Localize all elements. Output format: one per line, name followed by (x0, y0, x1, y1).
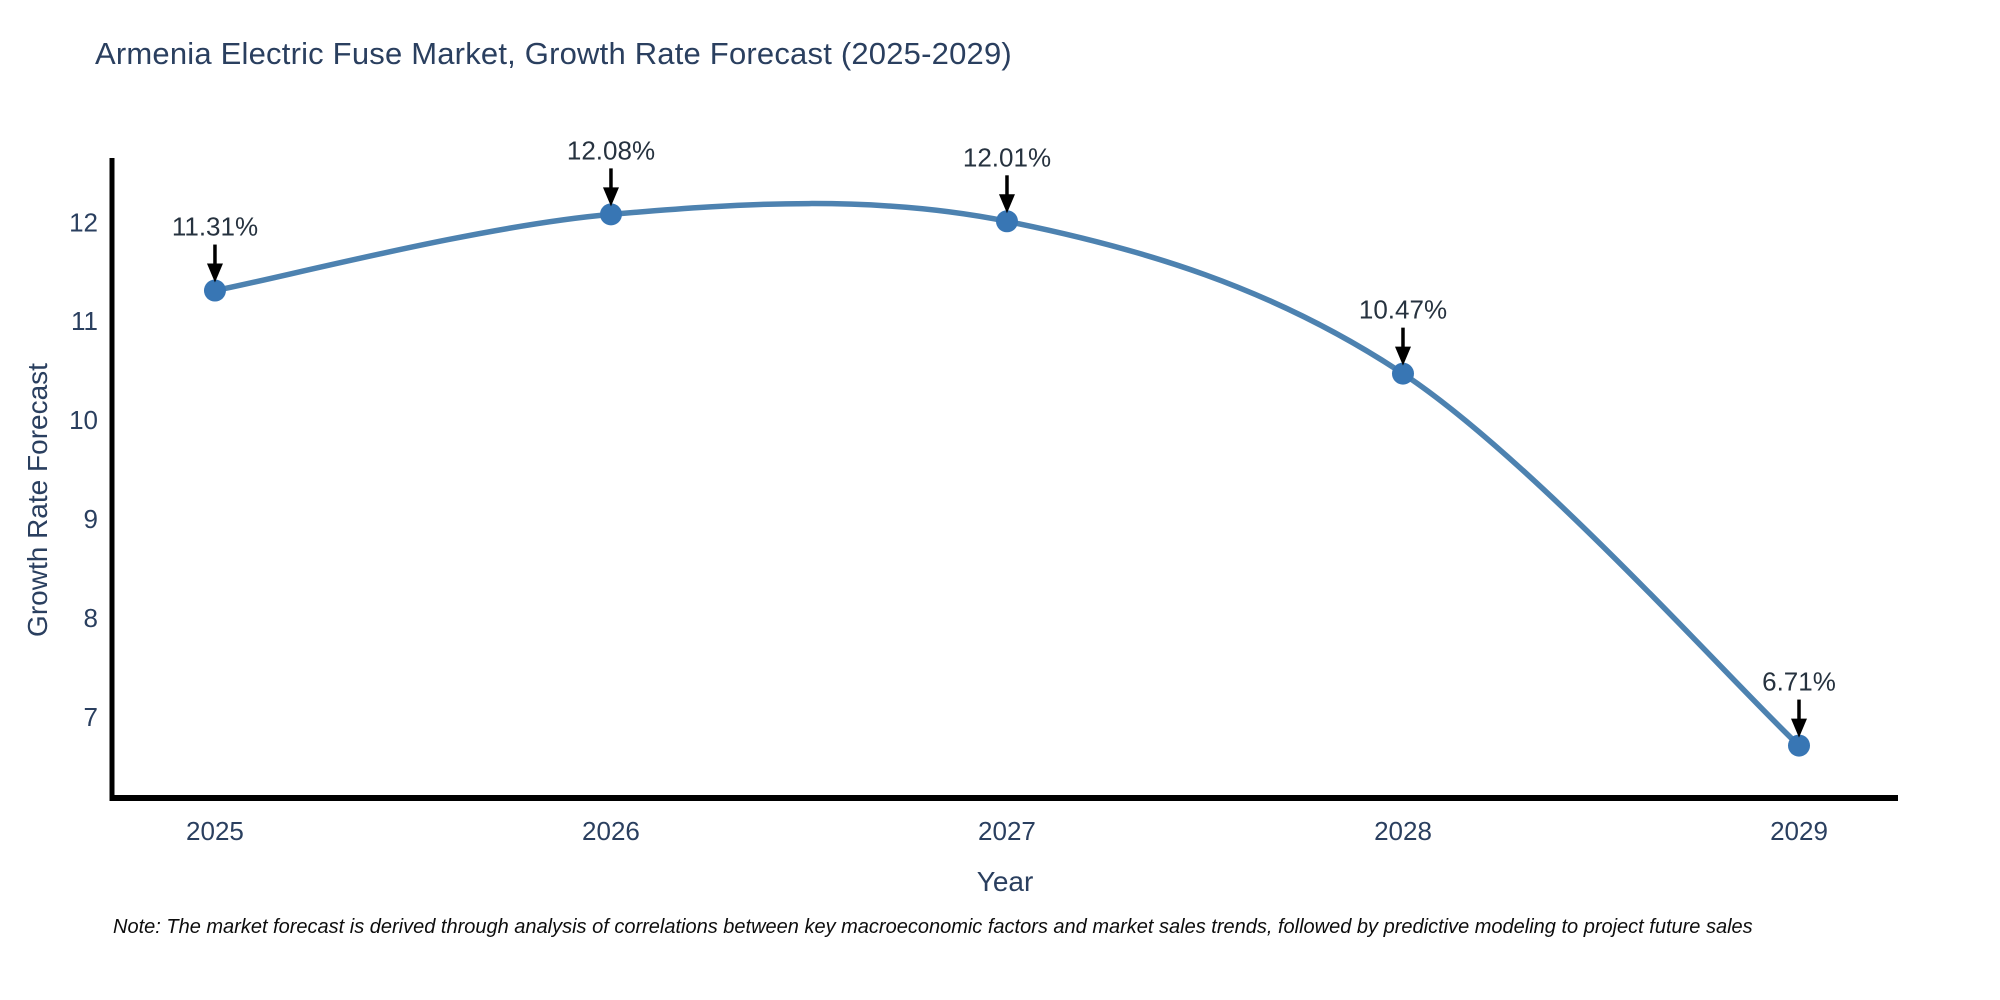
y-tick-label: 11 (71, 306, 98, 336)
annotation-arrowhead (602, 187, 619, 207)
x-tick-label: 2026 (582, 816, 640, 846)
series-line (214, 200, 1801, 748)
y-tick-label: 9 (84, 504, 98, 534)
y-tick-label: 7 (84, 702, 98, 732)
x-tick-label: 2028 (1374, 816, 1432, 846)
chart-note: Note: The market forecast is derived thr… (113, 916, 1753, 938)
x-tick-label: 2027 (978, 816, 1036, 846)
data-point-marker (995, 210, 1018, 233)
data-point-marker (203, 279, 226, 302)
annotation-label: 12.08% (567, 135, 655, 165)
data-point-marker (1787, 734, 1810, 757)
x-axis-title: Year (976, 866, 1034, 897)
annotation-arrowhead (206, 263, 223, 283)
annotation-arrowhead (1394, 346, 1411, 366)
annotation-label: 6.71% (1762, 667, 1836, 697)
y-axis-title: Growth Rate Forecast (22, 363, 53, 637)
annotation-arrowhead (998, 194, 1015, 214)
y-tick-label: 8 (84, 603, 98, 633)
annotation-label: 11.31% (172, 212, 258, 242)
x-tick-label: 2025 (186, 816, 244, 846)
annotation-label: 12.01% (963, 142, 1051, 172)
annotation-arrowhead (1790, 718, 1807, 738)
chart-title: Armenia Electric Fuse Market, Growth Rat… (95, 36, 1012, 71)
x-tick-label: 2029 (1770, 816, 1828, 846)
y-tick-label: 10 (69, 405, 98, 435)
y-tick-label: 12 (69, 207, 98, 237)
annotation-label: 10.47% (1359, 295, 1447, 325)
data-point-marker (1391, 362, 1414, 385)
data-point-marker (599, 203, 622, 226)
